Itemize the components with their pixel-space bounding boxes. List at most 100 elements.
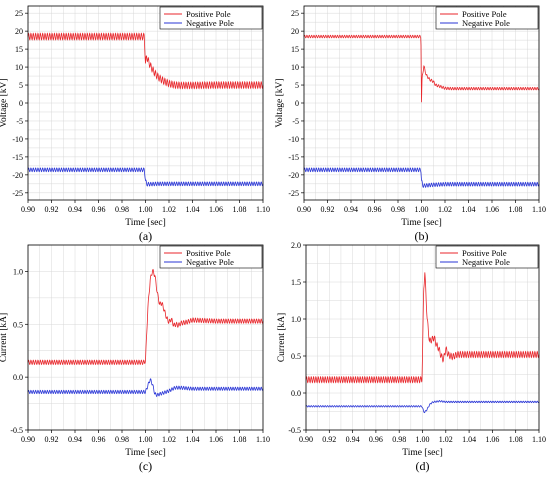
legend-box-b <box>435 6 539 30</box>
y-tick-label: -25 <box>288 189 299 198</box>
y-axis-label-a: Voltage [kV] <box>0 78 9 127</box>
x-tick-label: 0.92 <box>321 205 335 214</box>
x-tick-label: 1.02 <box>162 435 176 444</box>
traces-c <box>27 268 264 398</box>
x-tick-label: 0.96 <box>368 205 382 214</box>
y-tick-label: -20 <box>288 171 299 180</box>
y-ticks-b: -25 -20 -15 -10 -5 0 5 10 15 20 25 <box>288 9 304 198</box>
panel-d: 0.90 0.92 0.94 0.96 0.98 1.00 1.02 1.04 1.06 1.08… <box>277 241 546 473</box>
panel-label-c: (c) <box>139 459 152 473</box>
x-tick-label: 1.08 <box>233 435 247 444</box>
panel-label-d: (d) <box>416 459 430 473</box>
legend-label-negative-a: Negative Pole <box>186 18 234 28</box>
x-tick-label: 0.98 <box>392 435 406 444</box>
plot-frame-c <box>27 244 264 431</box>
legend-d: Positive Pole Negative Pole <box>435 245 539 269</box>
x-tick-label: 0.96 <box>92 435 106 444</box>
series-negative-pole-b <box>303 167 540 189</box>
x-tick-label: 0.94 <box>68 435 82 444</box>
x-tick-label: 1.08 <box>509 435 523 444</box>
y-tick-label: -15 <box>288 153 299 162</box>
x-tick-label: 0.94 <box>346 435 360 444</box>
x-tick-label: 1.02 <box>439 435 453 444</box>
legend-a: Positive Pole Negative Pole <box>159 6 263 30</box>
y-ticks-c: -0.5 0.0 0.5 1.0 <box>10 267 28 435</box>
series-positive-pole-c <box>27 268 264 366</box>
panel-c: 0.90 0.92 0.94 0.96 0.98 1.00 1.02 1.04 1.06 1.08… <box>0 244 270 473</box>
y-tick-label: 0.5 <box>291 352 301 361</box>
x-tick-label: 1.04 <box>186 205 200 214</box>
y-tick-label: -0.5 <box>10 426 23 435</box>
y-tick-label: 25 <box>291 9 299 18</box>
y-tick-label: 20 <box>15 27 23 36</box>
x-tick-label: 1.06 <box>209 435 223 444</box>
legend-box-a <box>159 6 263 30</box>
y-tick-label: -15 <box>12 153 23 162</box>
y-tick-label: 2.0 <box>291 241 301 250</box>
y-tick-label: 1.0 <box>291 315 301 324</box>
y-ticks-d: -0.5 0.0 0.5 1.0 1.5 2.0 <box>288 241 306 435</box>
x-axis-label-b: Time [sec] <box>401 218 442 228</box>
x-tick-label: 1.10 <box>532 435 546 444</box>
plot-frame-d <box>305 244 540 431</box>
panel-a: 0.90 0.92 0.94 0.96 0.98 1.00 1.02 1.04 1.06 1.08… <box>0 5 270 243</box>
traces-b <box>303 34 540 189</box>
x-tick-label: 1.04 <box>186 435 200 444</box>
traces-a <box>27 32 264 187</box>
y-tick-label: 15 <box>15 45 23 54</box>
x-tick-label: 1.10 <box>256 205 270 214</box>
series-negative-pole-c <box>27 378 264 398</box>
y-tick-label: 0 <box>295 99 299 108</box>
x-ticks-c: 0.90 0.92 0.94 0.96 0.98 1.00 1.02 1.04 1.06 1.08… <box>21 430 270 444</box>
y-tick-label: -10 <box>12 135 23 144</box>
legend-label-positive-c: Positive Pole <box>186 248 231 258</box>
x-tick-label: 1.08 <box>509 205 523 214</box>
legend-c: Positive Pole Negative Pole <box>159 245 263 269</box>
plot-frame-a <box>27 5 264 201</box>
legend-label-positive-a: Positive Pole <box>186 9 231 19</box>
x-tick-label: 1.04 <box>462 205 476 214</box>
x-tick-label: 0.92 <box>45 435 59 444</box>
x-tick-label: 0.94 <box>68 205 82 214</box>
legend-box-d <box>435 245 539 269</box>
legend-b: Positive Pole Negative Pole <box>435 6 539 30</box>
series-negative-pole-d <box>305 400 540 414</box>
x-axis-label-c: Time [sec] <box>125 448 166 458</box>
x-tick-label: 0.98 <box>115 205 129 214</box>
x-tick-label: 0.96 <box>369 435 383 444</box>
y-tick-label: 0.5 <box>13 320 23 329</box>
x-ticks-a: 0.90 0.92 0.94 0.96 0.98 1.00 1.02 1.04 1.06 1.08… <box>21 200 270 214</box>
x-tick-label: 0.90 <box>21 205 35 214</box>
y-tick-label: -5 <box>16 117 23 126</box>
grid-c <box>27 244 264 431</box>
series-negative-pole-a <box>27 167 264 187</box>
y-axis-label-c: Current [kA] <box>0 313 9 362</box>
y-axis-label-b: Voltage [kV] <box>275 78 285 127</box>
x-tick-label: 1.10 <box>256 435 270 444</box>
x-tick-label: 0.92 <box>45 205 59 214</box>
legend-label-positive-b: Positive Pole <box>462 9 507 19</box>
y-ticks-a: -25 -20 -15 -10 -5 0 5 10 15 20 25 <box>12 9 28 198</box>
x-tick-label: 0.92 <box>322 435 336 444</box>
x-tick-label: 0.98 <box>391 205 405 214</box>
x-tick-label: 1.00 <box>415 205 429 214</box>
y-tick-label: 0.0 <box>291 389 301 398</box>
y-tick-label: 5 <box>19 81 23 90</box>
x-tick-label: 1.06 <box>209 205 223 214</box>
y-tick-label: 0 <box>19 99 23 108</box>
x-tick-label: 1.04 <box>462 435 476 444</box>
x-ticks-d: 0.90 0.92 0.94 0.96 0.98 1.00 1.02 1.04 1.06 1.08… <box>299 430 546 444</box>
series-positive-pole-d <box>305 272 540 384</box>
y-tick-label: -10 <box>288 135 299 144</box>
y-tick-label: 10 <box>15 63 23 72</box>
x-ticks-b: 0.90 0.92 0.94 0.96 0.98 1.00 1.02 1.04 1.06 1.08… <box>297 200 546 214</box>
x-tick-label: 1.02 <box>162 205 176 214</box>
series-positive-pole-b <box>303 34 540 103</box>
legend-label-negative-c: Negative Pole <box>186 257 234 267</box>
panel-label-a: (a) <box>139 229 152 243</box>
y-tick-label: 1.5 <box>291 278 301 287</box>
y-axis-label-d: Current [kA] <box>277 313 287 362</box>
legend-box-c <box>159 245 263 269</box>
x-tick-label: 1.10 <box>532 205 546 214</box>
